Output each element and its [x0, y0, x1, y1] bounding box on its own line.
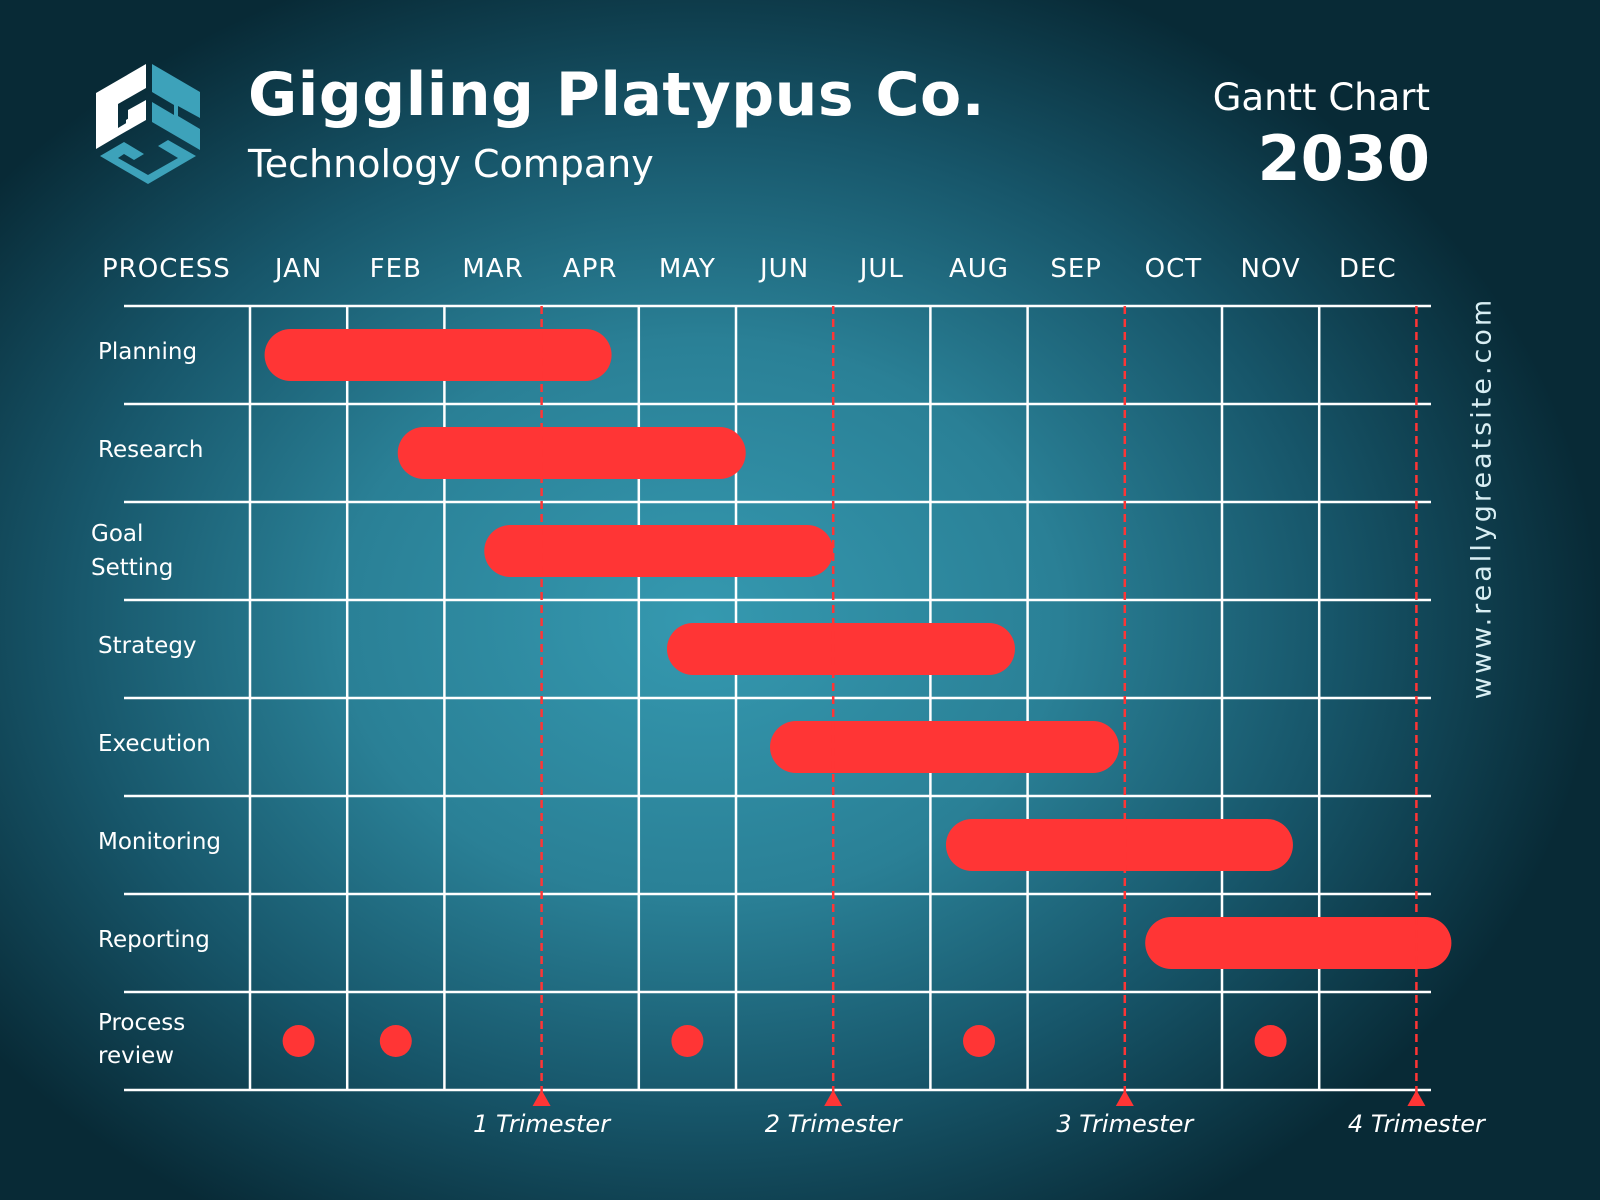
month-label: JUL — [859, 254, 904, 284]
month-label: MAR — [462, 254, 524, 284]
task-label: Goal Setting — [91, 517, 173, 585]
task-label-line: Goal — [91, 521, 144, 547]
chart-label: Gantt Chart — [1212, 76, 1430, 119]
chart-year: 2030 — [1257, 122, 1430, 195]
task-bar — [770, 721, 1119, 773]
month-label: NOV — [1240, 254, 1301, 284]
trimester-label: 1 Trimester — [473, 1110, 611, 1138]
trimester-marker — [824, 1090, 843, 1106]
month-label: SEP — [1050, 254, 1102, 284]
milestone-dot — [282, 1025, 315, 1057]
task-label-line: review — [98, 1043, 175, 1069]
month-label: JAN — [274, 254, 323, 284]
month-label: APR — [562, 254, 618, 284]
company-name: Giggling Platypus Co. — [248, 60, 986, 130]
task-label: Strategy — [98, 633, 197, 659]
trimester-marker — [1407, 1090, 1426, 1106]
task-label: Monitoring — [98, 829, 221, 855]
trimester-label: 4 Trimester — [1347, 1110, 1485, 1138]
task-label: Process review — [98, 1007, 185, 1073]
month-label: MAY — [658, 254, 716, 284]
trimester-marker — [532, 1090, 551, 1106]
month-label: DEC — [1338, 254, 1397, 284]
month-label: FEB — [369, 254, 422, 284]
company-logo — [96, 64, 200, 184]
trimester-label: 2 Trimester — [764, 1110, 902, 1138]
task-bar — [1145, 917, 1452, 969]
task-label: Reporting — [98, 927, 210, 953]
task-label: Research — [98, 437, 204, 463]
task-bar — [397, 427, 746, 479]
task-label: Planning — [98, 339, 198, 365]
month-label: JUN — [760, 254, 810, 284]
task-label-line: Process — [98, 1010, 186, 1036]
task-bar — [666, 623, 1015, 675]
milestone-dot — [671, 1025, 704, 1057]
trimester-label: 3 Trimester — [1056, 1110, 1194, 1138]
task-label-line: Setting — [91, 555, 174, 581]
milestone-dot — [963, 1025, 995, 1057]
process-header: PROCESS — [102, 254, 231, 284]
month-label: OCT — [1144, 254, 1203, 284]
month-label: AUG — [949, 254, 1009, 284]
task-bar — [945, 819, 1293, 871]
task-bar — [264, 329, 612, 381]
task-bar — [484, 525, 834, 577]
milestone-dot — [379, 1025, 412, 1057]
milestone-dot — [1254, 1025, 1287, 1057]
task-label: Execution — [98, 731, 211, 757]
company-subtitle: Technology Company — [248, 142, 654, 186]
trimester-marker — [1115, 1090, 1134, 1106]
